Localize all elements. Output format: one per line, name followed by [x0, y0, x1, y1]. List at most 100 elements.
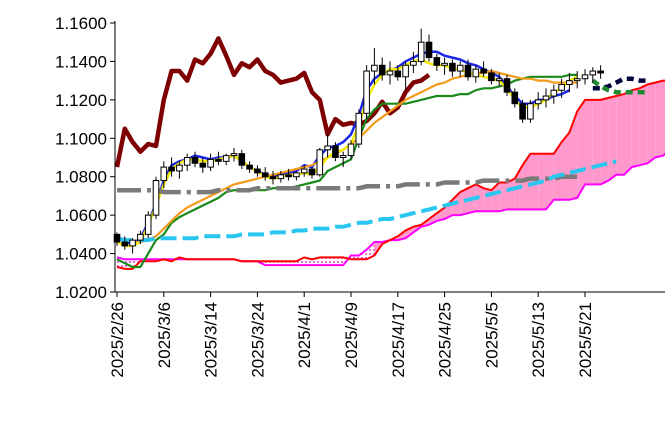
candle-body	[129, 239, 136, 247]
y-tick-label: 1.1000	[55, 129, 107, 148]
ichimoku-cloud	[116, 79, 665, 270]
candle-body	[183, 157, 191, 166]
candle-body	[347, 143, 355, 157]
y-tick-label: 1.0200	[55, 283, 107, 302]
y-tick-label: 1.1600	[55, 14, 107, 33]
candle-body	[191, 157, 199, 164]
candle-body	[558, 83, 565, 91]
candle-body	[339, 155, 347, 158]
candle-body	[542, 95, 550, 101]
y-tick-label: 1.0800	[55, 168, 107, 187]
candle-body	[527, 103, 534, 120]
cloud-segment	[499, 182, 507, 212]
candle-body	[285, 174, 292, 178]
cloud-segment	[655, 80, 663, 158]
candle-body	[449, 62, 456, 72]
x-tick-label: 2025/5/5	[482, 302, 501, 368]
y-tick-label: 1.1400	[55, 52, 107, 71]
x-tick-label: 2025/4/1	[295, 302, 314, 368]
cloud-segment	[616, 94, 624, 175]
candle-body	[207, 158, 214, 168]
candle-body	[456, 64, 464, 72]
senkou-span-a-line	[116, 79, 665, 270]
candle-body	[332, 145, 339, 159]
x-tick-label: 2025/4/17	[389, 302, 408, 378]
series-line-0	[114, 36, 431, 168]
candle-body	[363, 70, 370, 114]
y-tick-label: 1.1200	[55, 91, 107, 110]
candle-body	[160, 166, 168, 182]
candle-body	[550, 89, 558, 97]
axes: 1.1600 1.1400 1.1200 1.1000 1.0800 1.0600 1.04…	[55, 14, 665, 378]
cloud-segment	[335, 257, 344, 266]
candle-body	[464, 64, 472, 78]
cloud-segment	[546, 153, 554, 210]
candle-body	[573, 78, 581, 82]
x-tick-label: 2025/3/14	[202, 302, 221, 378]
candle-body	[238, 153, 246, 166]
candle-body	[215, 158, 222, 162]
candle-body	[113, 233, 121, 243]
y-tick-label: 1.0400	[55, 245, 107, 264]
candle-body	[269, 176, 277, 180]
cloud-segment	[319, 257, 328, 266]
cloud-segment	[631, 88, 640, 168]
candle-body	[495, 78, 503, 82]
series-line-5	[117, 174, 578, 195]
series-line-3	[116, 69, 578, 244]
candle-body	[277, 174, 285, 180]
candle-body	[121, 241, 129, 247]
series-line-6	[116, 159, 617, 243]
cloud-segment	[608, 96, 617, 181]
candle-body	[503, 78, 511, 93]
candle-body	[472, 68, 480, 78]
series-line-8	[591, 78, 648, 95]
cloud-segment	[647, 82, 656, 164]
candle-body	[534, 99, 542, 105]
candle-body	[566, 80, 573, 85]
candle-body	[137, 233, 144, 241]
candle-body	[152, 180, 160, 216]
candle-body	[597, 70, 604, 74]
x-tick-label: 2025/5/21	[576, 302, 595, 378]
candle-body	[425, 41, 433, 59]
candle-body	[308, 168, 316, 176]
candle-body	[589, 70, 597, 76]
cloud-segment	[577, 99, 585, 198]
y-tick-label: 1.0600	[55, 206, 107, 225]
x-tick-label: 2025/5/13	[529, 302, 548, 378]
candle-body	[293, 172, 300, 178]
candle-body	[378, 64, 386, 76]
cloud-segment	[507, 178, 515, 210]
cloud-segment	[436, 207, 445, 221]
candle-body	[324, 145, 331, 151]
candle-body	[433, 57, 441, 66]
candle-body	[222, 155, 230, 162]
candle-body	[168, 166, 175, 172]
cloud-segment	[561, 132, 570, 200]
x-tick-label: 2025/2/26	[108, 302, 127, 378]
series-line-7	[592, 76, 648, 91]
x-tick-label: 2025/3/6	[155, 302, 174, 368]
candle-body	[511, 91, 519, 105]
candle-body	[300, 168, 308, 174]
candle-body	[386, 70, 394, 76]
cloud-segment	[624, 90, 632, 175]
candle-body	[316, 149, 324, 176]
cloud-segment	[429, 213, 437, 225]
candle-body	[519, 103, 526, 120]
candle-body	[254, 168, 261, 174]
candle-body	[581, 74, 589, 80]
candle-body	[144, 214, 152, 235]
cloud-segment	[553, 142, 562, 200]
candlesticks	[113, 28, 604, 254]
cloud-segment	[585, 99, 593, 185]
candle-body	[441, 62, 448, 66]
cloud-segment	[491, 182, 500, 212]
x-tick-label: 2025/4/25	[436, 302, 455, 378]
cloud-segment	[592, 99, 601, 185]
candle-body	[176, 164, 183, 172]
cloud-segment	[460, 188, 468, 216]
